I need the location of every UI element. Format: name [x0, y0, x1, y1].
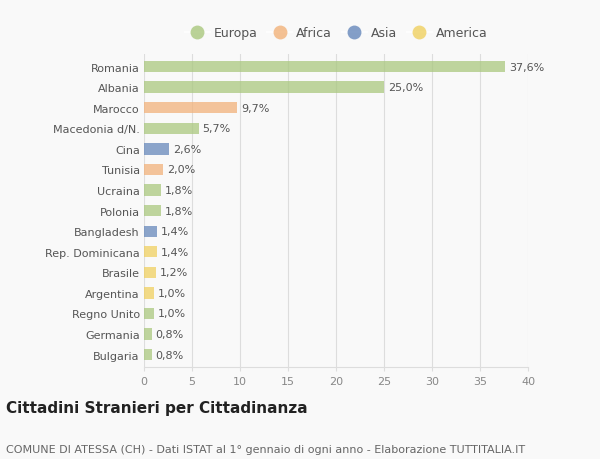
- Bar: [144, 267, 155, 279]
- Text: 0,8%: 0,8%: [155, 330, 184, 339]
- Text: 1,8%: 1,8%: [165, 185, 193, 196]
- Text: COMUNE DI ATESSA (CH) - Dati ISTAT al 1° gennaio di ogni anno - Elaborazione TUT: COMUNE DI ATESSA (CH) - Dati ISTAT al 1°…: [6, 444, 525, 454]
- Text: 2,6%: 2,6%: [173, 145, 201, 155]
- Legend: Europa, Africa, Asia, America: Europa, Africa, Asia, America: [185, 27, 487, 40]
- Bar: [144, 329, 152, 340]
- Bar: [144, 308, 154, 319]
- Text: 25,0%: 25,0%: [388, 83, 423, 93]
- Bar: [144, 226, 157, 237]
- Text: 9,7%: 9,7%: [241, 103, 269, 113]
- Text: 5,7%: 5,7%: [203, 124, 231, 134]
- Text: 1,4%: 1,4%: [161, 247, 190, 257]
- Text: 1,0%: 1,0%: [157, 288, 185, 298]
- Text: 0,8%: 0,8%: [155, 350, 184, 360]
- Bar: [144, 62, 505, 73]
- Text: 1,2%: 1,2%: [160, 268, 188, 278]
- Bar: [144, 103, 237, 114]
- Text: 37,6%: 37,6%: [509, 62, 544, 73]
- Bar: [144, 246, 157, 258]
- Bar: [144, 82, 384, 94]
- Text: 1,0%: 1,0%: [157, 309, 185, 319]
- Text: Cittadini Stranieri per Cittadinanza: Cittadini Stranieri per Cittadinanza: [6, 400, 308, 415]
- Bar: [144, 164, 163, 176]
- Text: 2,0%: 2,0%: [167, 165, 195, 175]
- Bar: [144, 185, 161, 196]
- Bar: [144, 349, 152, 360]
- Text: 1,8%: 1,8%: [165, 206, 193, 216]
- Bar: [144, 144, 169, 155]
- Bar: [144, 288, 154, 299]
- Bar: [144, 123, 199, 134]
- Bar: [144, 206, 161, 217]
- Text: 1,4%: 1,4%: [161, 227, 190, 237]
